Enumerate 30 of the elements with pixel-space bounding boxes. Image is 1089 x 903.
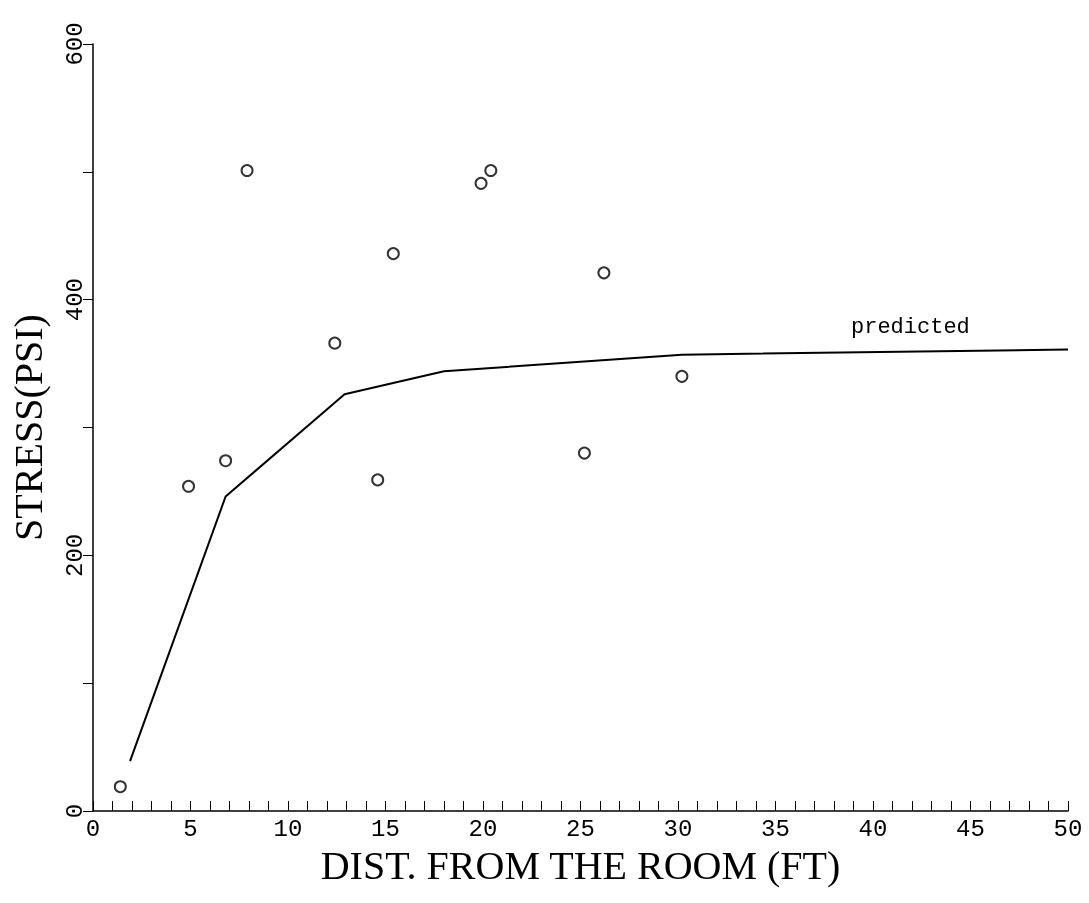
point bbox=[577, 446, 591, 460]
x-tick-label: 20 bbox=[468, 815, 498, 843]
x-tick-label: 15 bbox=[371, 815, 400, 843]
x-tick-label: 30 bbox=[663, 815, 693, 843]
point bbox=[484, 164, 498, 178]
y-tick-label: 0 bbox=[61, 803, 89, 819]
point bbox=[240, 164, 254, 178]
point bbox=[182, 479, 196, 493]
point bbox=[597, 266, 611, 280]
point bbox=[113, 780, 127, 794]
line-series bbox=[129, 348, 1069, 763]
series-label: predicted bbox=[851, 315, 970, 341]
x-axis-title: DIST. FROM THE ROOM (FT) bbox=[320, 843, 841, 889]
y-axis-title: STRESS(PSI) bbox=[5, 314, 51, 541]
y-tick-label: 200 bbox=[61, 533, 89, 577]
point bbox=[386, 247, 400, 261]
x-tick-label: 40 bbox=[858, 815, 888, 843]
point bbox=[474, 176, 488, 190]
y-tick-label: 400 bbox=[61, 278, 89, 322]
x-tick-label: 25 bbox=[566, 815, 595, 843]
x-tick-label: 50 bbox=[1053, 815, 1083, 843]
point bbox=[675, 369, 689, 383]
point bbox=[219, 454, 233, 468]
y-tick-label: 600 bbox=[61, 22, 89, 66]
x-tick-label: 35 bbox=[761, 815, 790, 843]
x-tick-label: 45 bbox=[956, 815, 985, 843]
x-tick-label: 10 bbox=[273, 815, 303, 843]
point bbox=[371, 473, 385, 487]
point bbox=[328, 336, 342, 350]
x-tick-label: 5 bbox=[183, 815, 198, 843]
